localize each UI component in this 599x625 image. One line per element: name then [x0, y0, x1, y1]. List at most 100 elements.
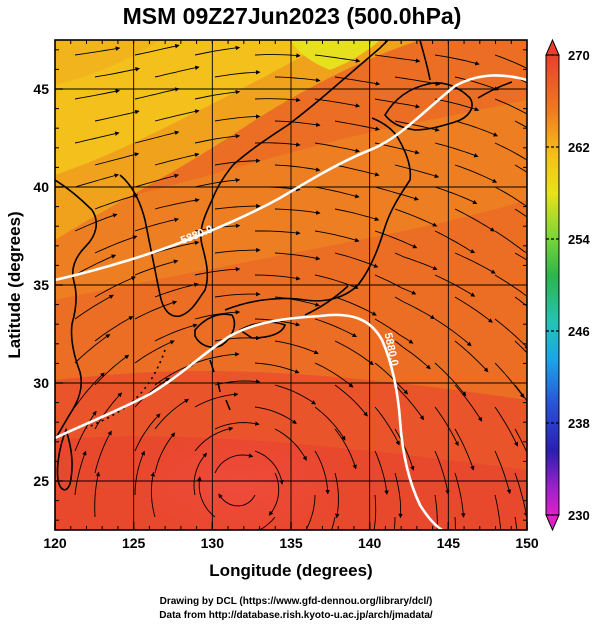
streamline [305, 494, 316, 530]
x-tick-label: 130 [201, 535, 225, 551]
y-tick-label: 40 [33, 179, 49, 195]
streamline [218, 493, 256, 507]
streamline [274, 384, 317, 405]
streamline [94, 193, 139, 210]
streamline [214, 114, 261, 122]
streamline [154, 398, 190, 430]
streamline [134, 340, 175, 364]
streamline [134, 217, 180, 232]
streamline [514, 472, 527, 518]
streamline [334, 428, 357, 470]
streamline [268, 472, 280, 516]
streamline [214, 453, 254, 474]
y-tick-label: 45 [33, 81, 49, 97]
streamline [154, 282, 199, 298]
streamline [154, 198, 200, 210]
streamline [254, 406, 297, 424]
streamline [454, 428, 475, 471]
colorbar-tick-label: 270 [568, 48, 590, 63]
streamline [454, 164, 498, 183]
streamline [334, 384, 368, 417]
streamline [254, 450, 284, 485]
streamline [514, 340, 527, 354]
streamline [434, 494, 438, 530]
streamline [374, 318, 414, 344]
colorbar: 270 262 254 246 238 230 [545, 38, 590, 532]
y-axis: 25 30 35 40 45 [33, 49, 527, 521]
streamline [214, 421, 260, 430]
streamline [254, 186, 301, 192]
streamline [314, 362, 354, 388]
streamline [514, 164, 527, 173]
streamline [214, 379, 261, 386]
streamline [434, 362, 467, 397]
streamline [154, 109, 200, 122]
streamline [94, 471, 101, 518]
streamline [334, 340, 374, 366]
streamline [393, 516, 396, 530]
streamline [373, 494, 377, 530]
streamline [254, 274, 301, 281]
streamline [454, 252, 496, 274]
streamline [394, 252, 438, 271]
streamline [454, 472, 466, 518]
streamline [494, 230, 527, 254]
plot-area: 5880.0 5880.0 [55, 40, 527, 530]
streamline [454, 76, 499, 91]
streamline [74, 372, 105, 408]
streamline [274, 340, 319, 355]
streamline [314, 186, 360, 199]
y-tick-label: 25 [33, 473, 49, 489]
streamline [214, 291, 261, 298]
streamline [454, 340, 489, 373]
streamline [94, 354, 130, 386]
streamline [194, 45, 241, 56]
streamline [134, 130, 180, 144]
streamline [255, 230, 301, 236]
streamline [74, 131, 120, 144]
streamline [394, 296, 436, 320]
streamline [434, 142, 479, 158]
streamline [194, 89, 241, 100]
streamline [74, 333, 111, 364]
streamline [331, 516, 336, 530]
streamline [514, 120, 527, 128]
streamline [274, 120, 321, 128]
x-tick-label: 140 [358, 535, 382, 551]
streamline [258, 516, 276, 530]
streamline [214, 70, 261, 78]
streamline [314, 318, 357, 338]
streamline [134, 413, 161, 452]
streamline [274, 164, 321, 172]
streamline [194, 177, 241, 188]
streamline [254, 53, 301, 58]
contour-5880 [55, 74, 527, 530]
streamline [374, 98, 421, 109]
streamline [314, 230, 360, 243]
streamline [314, 450, 330, 495]
streamline [394, 472, 403, 519]
streamline [94, 392, 123, 430]
streamline [494, 362, 525, 399]
streamline [214, 203, 261, 210]
x-tick-label: 120 [43, 535, 67, 551]
streamline [514, 252, 527, 261]
streamline [194, 426, 234, 452]
credit-data: Data from http://database.rish.kyoto-u.a… [159, 610, 433, 621]
x-tick-label: 135 [279, 535, 303, 551]
streamline [194, 352, 240, 364]
x-axis: 120 125 130 135 140 145 150 [43, 40, 539, 551]
streamline [374, 54, 421, 63]
streamline [254, 362, 300, 374]
streamline [94, 276, 136, 298]
streamline [197, 476, 216, 518]
streamline [434, 450, 450, 495]
x-axis-label: Longitude (degrees) [209, 561, 372, 580]
streamline [194, 133, 241, 144]
streamline [494, 142, 527, 161]
streamline [374, 274, 417, 295]
streamline [134, 300, 178, 320]
streamline [274, 252, 321, 261]
y-tick-label: 30 [33, 375, 49, 391]
streamline [374, 186, 419, 201]
